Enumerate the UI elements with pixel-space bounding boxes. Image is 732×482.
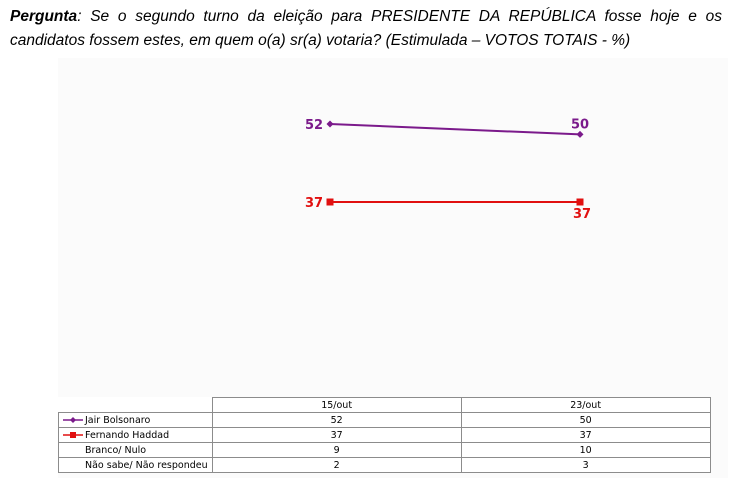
data-table-corner: [58, 397, 213, 413]
question-body: : Se o segundo turno da eleição para PRE…: [10, 8, 722, 49]
table-cell: 37: [211, 427, 462, 443]
table-cell: 37: [460, 427, 711, 443]
data-label: 37: [573, 207, 591, 222]
legend-key-diamond: [63, 417, 83, 423]
table-row: Jair Bolsonaro 52 50: [58, 412, 711, 428]
data-point: [326, 198, 334, 206]
data-label: 37: [305, 196, 323, 211]
row-label: Jair Bolsonaro: [58, 412, 213, 428]
data-label: 52: [305, 118, 323, 133]
table-cell: 10: [460, 442, 711, 458]
table-row: Não sabe/ Não respondeu 2 3: [58, 457, 711, 473]
question-text: Pergunta: Se o segundo turno da eleição …: [10, 5, 722, 53]
series-name: Fernando Haddad: [85, 429, 170, 441]
row-label: Branco/ Nulo: [58, 442, 213, 458]
question-prefix: Pergunta: [10, 8, 78, 25]
row-label: Não sabe/ Não respondeu: [58, 457, 213, 473]
column-header: 15/out: [211, 397, 462, 413]
row-label: Fernando Haddad: [58, 427, 213, 443]
data-point: [326, 120, 334, 128]
legend-key-square: [63, 432, 83, 438]
data-label: 50: [571, 117, 589, 132]
series-line: [329, 123, 581, 136]
table-cell: 52: [211, 412, 462, 428]
data-table-header-row: 15/out 23/out: [58, 397, 711, 413]
data-point: [576, 130, 584, 138]
table-cell: 9: [211, 442, 462, 458]
table-cell: 50: [460, 412, 711, 428]
table-row: Fernando Haddad 37 37: [58, 427, 711, 443]
series-name: Não sabe/ Não respondeu: [85, 459, 208, 471]
data-point: [576, 198, 584, 206]
column-header: 23/out: [460, 397, 711, 413]
table-row: Branco/ Nulo 9 10: [58, 442, 711, 458]
table-cell: 3: [460, 457, 711, 473]
series-name: Jair Bolsonaro: [85, 414, 151, 426]
series-name: Branco/ Nulo: [85, 444, 147, 456]
data-table: 15/out 23/out Jair Bolsonaro 52 50 Fernando…: [58, 397, 711, 473]
table-cell: 2: [211, 457, 462, 473]
